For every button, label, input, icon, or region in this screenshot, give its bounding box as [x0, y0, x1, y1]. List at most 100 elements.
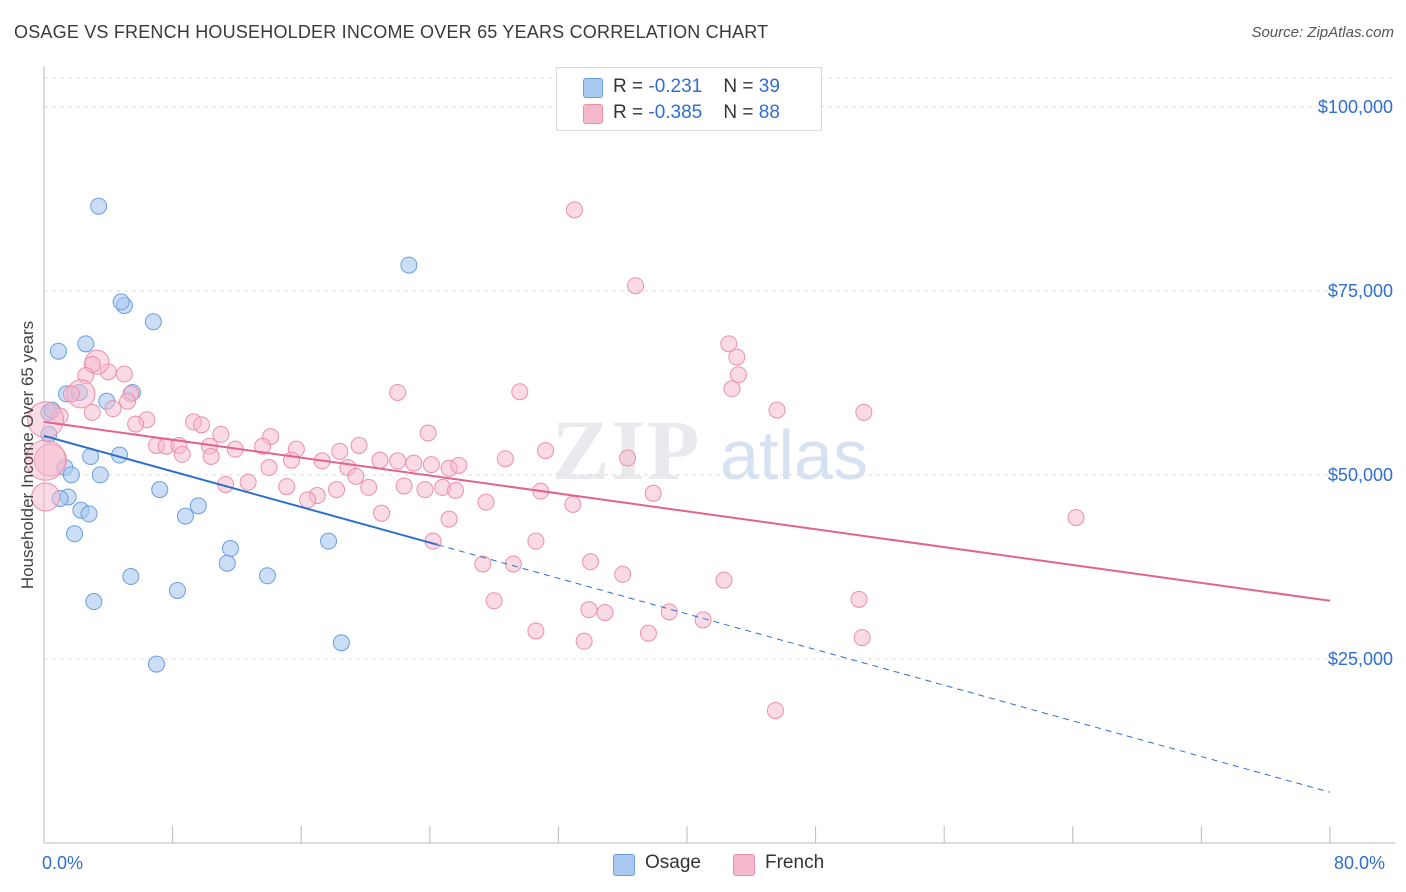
legend-n-label: N =: [723, 102, 759, 123]
osage-point-6: [77, 335, 95, 353]
bottom-legend-swatch-french: [733, 854, 755, 876]
french-trendline: [43, 420, 1331, 602]
french-point-86: [694, 611, 712, 629]
french-point-80: [715, 571, 733, 589]
french-point-25: [212, 425, 230, 443]
legend-r-label: R =: [613, 76, 649, 97]
french-point-73: [1067, 509, 1085, 527]
french-point-46: [371, 451, 389, 469]
french-point-91: [766, 701, 784, 719]
french-point-58: [278, 478, 296, 496]
french-point-79: [614, 565, 632, 583]
osage-point-30: [122, 567, 140, 585]
french-point-90: [853, 629, 871, 647]
french-point-66: [477, 493, 495, 511]
french-point-2: [720, 335, 738, 353]
french-point-52: [450, 456, 468, 474]
legend-r-value-french: -0.385: [648, 102, 703, 123]
french-point-37: [331, 442, 349, 460]
osage-point-26: [66, 525, 84, 543]
legend-n-value-osage: 39: [758, 76, 780, 97]
french-point-88: [575, 632, 593, 650]
french-point-20: [27, 401, 65, 439]
osage-point-5: [49, 342, 67, 360]
french-point-61: [360, 478, 378, 496]
grid-lines: [44, 77, 1395, 660]
french-point-83: [596, 604, 614, 622]
french-point-72: [564, 495, 582, 513]
y-tick-label-1: $50,000: [1327, 464, 1393, 485]
french-point-12: [62, 385, 80, 403]
axes: [43, 66, 1395, 844]
legend-swatch-osage: [583, 78, 603, 98]
x-tick-label-min: 0.0%: [42, 853, 84, 873]
french-point-13: [389, 383, 407, 401]
french-point-70: [373, 504, 391, 522]
osage-point-25: [176, 507, 194, 525]
legend: R = -0.231 N = 39 R = -0.385 N = 88: [556, 67, 822, 131]
french-point-35: [254, 437, 272, 455]
french-point-68: [644, 484, 662, 502]
legend-n-value-french: 88: [758, 102, 780, 123]
bottom-legend-label-osage: Osage: [645, 852, 701, 873]
french-point-69: [299, 491, 317, 509]
chart-title: OSAGE VS FRENCH HOUSEHOLDER INCOME OVER …: [14, 22, 769, 42]
french-point-78: [582, 553, 600, 571]
french-point-14: [511, 383, 529, 401]
french-point-24: [193, 416, 211, 434]
legend-swatch-french: [583, 104, 603, 124]
osage-point-17: [62, 466, 80, 484]
osage-point-31: [258, 567, 276, 585]
bottom-legend-swatch-osage: [613, 854, 635, 876]
osage-point-27: [221, 540, 239, 558]
french-point-4: [729, 366, 747, 384]
y-axis-label: Householder Income Over 65 years: [18, 320, 37, 590]
french-point-55: [347, 467, 365, 485]
legend-r-value-osage: -0.231: [648, 76, 703, 97]
french-point-92: [25, 439, 67, 481]
french-point-1: [627, 277, 645, 295]
french-point-29: [855, 403, 873, 421]
osage-point-18: [91, 466, 109, 484]
french-point-38: [350, 436, 368, 454]
osage-point-35: [148, 655, 166, 673]
french-point-81: [850, 590, 868, 608]
french-point-39: [537, 442, 555, 460]
legend-r-label: R =: [613, 102, 649, 123]
french-point-82: [485, 592, 503, 610]
french-point-43: [260, 459, 278, 477]
french-point-62: [395, 477, 413, 495]
y-tick-label-3: $100,000: [1317, 96, 1393, 117]
french-point-85: [660, 603, 678, 621]
french-point-51: [422, 456, 440, 474]
french-point-50: [496, 450, 514, 468]
osage-point-24: [189, 497, 207, 515]
watermark-atlas: atlas: [720, 416, 868, 494]
french-point-5: [723, 380, 741, 398]
chart-source: Source: ZipAtlas.com: [1251, 24, 1394, 41]
french-point-3: [728, 348, 746, 366]
french-point-60: [328, 481, 346, 499]
osage-point-4: [144, 313, 162, 331]
x-tick-label-max: 80.0%: [1334, 853, 1386, 873]
osage-point-1: [400, 256, 418, 274]
french-point-87: [527, 622, 545, 640]
french-point-42: [202, 448, 220, 465]
french-point-28: [768, 401, 786, 419]
y-tick-label-2: $75,000: [1327, 280, 1393, 301]
french-point-89: [639, 624, 657, 642]
french-point-0: [565, 201, 583, 219]
trendlines: [43, 420, 1331, 793]
osage-point-0: [90, 197, 108, 215]
french-point-22: [127, 415, 145, 433]
osage-point-19: [151, 481, 169, 499]
osage-point-33: [85, 593, 103, 611]
osage-point-32: [168, 581, 186, 599]
y-tick-label-0: $25,000: [1327, 648, 1393, 669]
french-point-93: [31, 482, 61, 512]
osage-point-28: [320, 532, 338, 550]
osage-point-29: [218, 554, 236, 572]
french-point-16: [119, 392, 137, 410]
french-point-63: [416, 481, 434, 499]
